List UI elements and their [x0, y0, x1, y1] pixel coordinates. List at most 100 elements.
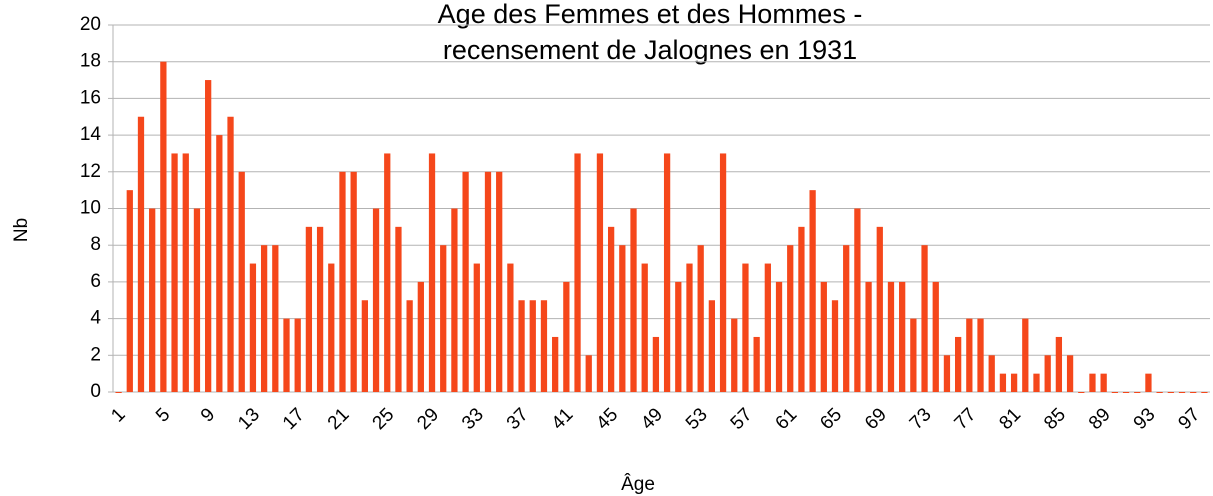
x-tick-label: 29 — [413, 404, 443, 434]
bar — [440, 245, 447, 392]
bar — [339, 171, 346, 392]
bar — [708, 300, 716, 392]
y-tick-label: 6 — [90, 271, 101, 292]
bar — [876, 226, 883, 392]
bar — [910, 318, 917, 392]
y-tick-label: 12 — [80, 161, 101, 182]
bar — [1055, 336, 1063, 392]
x-tick-label: 65 — [816, 404, 846, 434]
bar — [1178, 392, 1186, 393]
x-tick-label: 57 — [727, 404, 757, 434]
bar — [988, 355, 995, 392]
bar — [775, 281, 783, 392]
bar — [249, 263, 257, 392]
bar — [697, 245, 704, 392]
bar — [686, 263, 693, 392]
y-tick-label: 14 — [80, 124, 102, 145]
x-tick-label: 81 — [995, 404, 1025, 434]
chart-title: Age des Femmes et des Hommes - — [438, 0, 863, 29]
bar — [552, 336, 559, 392]
bar — [831, 300, 839, 392]
bar — [126, 190, 133, 392]
y-tick-label: 0 — [90, 381, 101, 402]
bar — [529, 300, 536, 392]
y-tick-label: 16 — [80, 87, 101, 108]
bar — [137, 116, 145, 392]
bar — [540, 300, 548, 392]
bar — [462, 171, 469, 392]
x-tick-label: 25 — [369, 404, 399, 434]
bar — [596, 153, 604, 392]
x-tick-label: 93 — [1130, 404, 1160, 434]
bar — [854, 208, 861, 392]
bar — [328, 263, 335, 392]
bar — [820, 281, 827, 392]
y-tick-label: 20 — [80, 14, 101, 35]
x-tick-label: 9 — [197, 404, 219, 426]
bar — [977, 318, 984, 392]
bar — [1122, 392, 1130, 393]
x-tick-label: 5 — [152, 404, 174, 426]
x-tick-label: 53 — [682, 404, 712, 434]
y-tick-label: 2 — [90, 344, 101, 365]
x-tick-label: 1 — [107, 404, 129, 426]
bar — [361, 300, 368, 392]
bar — [1089, 373, 1096, 392]
bar — [182, 153, 189, 392]
bar — [205, 80, 212, 393]
y-axis-title: Nb — [11, 218, 32, 242]
x-tick-label: 49 — [637, 404, 667, 434]
bar — [384, 153, 391, 392]
bar — [731, 318, 738, 392]
x-tick-label: 33 — [458, 404, 488, 434]
bar — [305, 226, 313, 392]
bar — [1156, 392, 1163, 393]
bar — [630, 208, 637, 392]
bar — [406, 300, 413, 392]
bar — [675, 281, 682, 392]
bar — [260, 245, 268, 392]
bar — [216, 135, 223, 392]
bar — [1167, 392, 1174, 393]
x-tick-label: 61 — [772, 404, 802, 434]
bar — [607, 226, 615, 392]
bar — [574, 153, 581, 392]
bar — [1111, 392, 1118, 393]
x-tick-label: 89 — [1085, 404, 1115, 434]
bar — [518, 300, 525, 392]
bar — [966, 318, 973, 392]
x-axis-title: Âge — [621, 473, 655, 495]
bar — [641, 263, 648, 392]
y-tick-label: 10 — [80, 198, 101, 219]
bar — [753, 336, 760, 392]
bar — [899, 281, 906, 392]
bar — [115, 392, 122, 393]
bar — [764, 263, 771, 392]
bar — [171, 153, 178, 392]
bar — [507, 263, 514, 392]
bar — [887, 281, 895, 392]
y-tick-label: 4 — [90, 308, 101, 329]
bar — [428, 153, 436, 392]
bar — [955, 336, 962, 392]
bar — [1022, 318, 1029, 392]
bar — [395, 226, 402, 392]
chart-title: recensement de Jalognes en 1931 — [443, 35, 857, 65]
bar — [843, 245, 850, 392]
bar — [316, 226, 324, 392]
bar — [1010, 373, 1018, 392]
bar — [193, 208, 201, 392]
bar — [999, 373, 1007, 392]
bar — [473, 263, 480, 392]
bar — [619, 245, 626, 392]
x-tick-label: 69 — [861, 404, 891, 434]
x-tick-label: 13 — [234, 404, 264, 434]
bar — [238, 171, 245, 392]
bar — [283, 318, 290, 392]
bar — [227, 116, 234, 392]
bar — [943, 355, 951, 392]
bar — [1145, 373, 1152, 392]
bar — [149, 208, 156, 392]
bar — [496, 171, 503, 392]
